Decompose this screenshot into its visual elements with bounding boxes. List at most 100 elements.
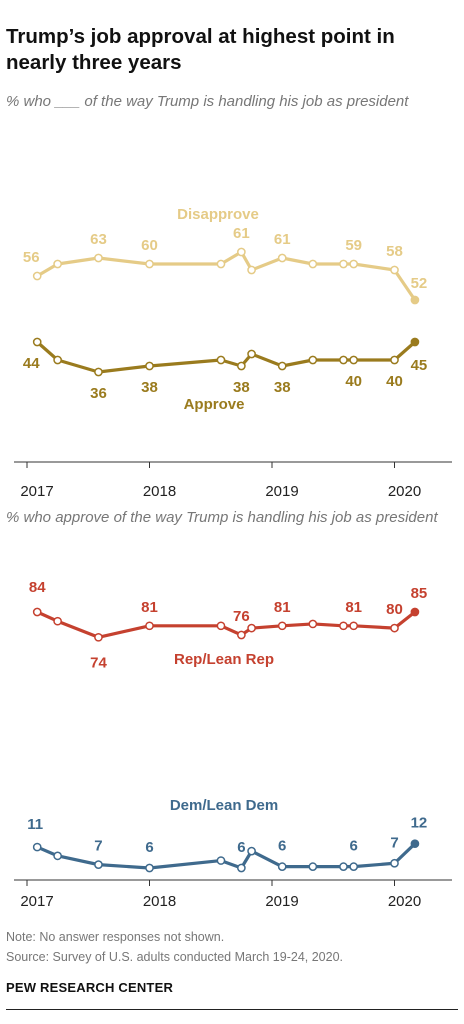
note-text: Note: No answer responses not shown. bbox=[6, 930, 225, 944]
chart-2-subtitle: % who approve of the way Trump is handli… bbox=[6, 509, 438, 526]
data-point-dem-lean-dem bbox=[216, 856, 226, 865]
data-point-disapprove bbox=[94, 253, 103, 263]
data-point-rep-lean-rep bbox=[410, 607, 420, 617]
series-label-rep-lean-rep: Rep/Lean Rep bbox=[174, 651, 274, 668]
data-point-dem-lean-dem bbox=[32, 842, 42, 852]
data-point-approve bbox=[308, 355, 318, 365]
x-tick-label-2020: 2020 bbox=[388, 893, 421, 910]
data-point-rep-lean-rep bbox=[339, 621, 348, 631]
data-label-approve: 40 bbox=[386, 373, 403, 390]
data-label-dem-lean-dem: 6 bbox=[237, 839, 245, 856]
x-tick-label-2018: 2018 bbox=[143, 893, 176, 910]
data-point-rep-lean-rep bbox=[308, 619, 318, 629]
data-point-dem-lean-dem bbox=[277, 862, 287, 872]
data-label-rep-lean-rep: 84 bbox=[29, 579, 46, 596]
data-point-dem-lean-dem bbox=[247, 846, 256, 856]
data-point-dem-lean-dem bbox=[349, 862, 359, 872]
data-label-disapprove: 52 bbox=[411, 275, 428, 292]
data-label-rep-lean-rep: 81 bbox=[274, 599, 291, 616]
data-point-rep-lean-rep bbox=[145, 621, 154, 631]
data-label-rep-lean-rep: 81 bbox=[141, 599, 158, 616]
data-label-rep-lean-rep: 81 bbox=[345, 599, 362, 616]
data-label-dem-lean-dem: 12 bbox=[411, 815, 428, 832]
chart-1: 2017 2018 2019 2020 56 63 60 61 61 59 58 52 Disappro… bbox=[14, 206, 452, 500]
data-point-rep-lean-rep bbox=[349, 621, 359, 631]
data-point-approve bbox=[339, 355, 348, 365]
data-label-dem-lean-dem: 6 bbox=[278, 838, 286, 855]
data-label-disapprove: 58 bbox=[386, 243, 403, 260]
data-point-approve bbox=[94, 367, 103, 377]
data-label-disapprove: 60 bbox=[141, 237, 158, 254]
data-point-approve bbox=[216, 355, 226, 365]
data-point-rep-lean-rep bbox=[94, 632, 103, 642]
series-line-approve bbox=[36, 340, 416, 374]
data-point-dem-lean-dem bbox=[390, 858, 399, 868]
data-point-dem-lean-dem bbox=[94, 860, 103, 869]
data-label-approve: 45 bbox=[411, 357, 428, 374]
x-tick-label-2019: 2019 bbox=[265, 893, 298, 910]
data-point-disapprove bbox=[32, 271, 42, 281]
data-point-approve bbox=[237, 361, 246, 371]
data-point-approve bbox=[277, 361, 287, 371]
data-label-approve: 38 bbox=[141, 379, 158, 396]
data-label-rep-lean-rep: 80 bbox=[386, 601, 403, 618]
series-label-approve: Approve bbox=[184, 396, 245, 413]
source-text: Source: Survey of U.S. adults conducted … bbox=[6, 950, 343, 964]
x-tick-label-2019: 2019 bbox=[265, 483, 298, 500]
series-line-disapprove bbox=[36, 250, 417, 301]
data-point-rep-lean-rep bbox=[247, 623, 256, 633]
data-label-dem-lean-dem: 6 bbox=[145, 839, 153, 856]
data-point-approve bbox=[53, 355, 62, 365]
data-point-rep-lean-rep bbox=[32, 607, 42, 617]
data-label-dem-lean-dem: 7 bbox=[390, 834, 398, 851]
data-label-rep-lean-rep: 76 bbox=[233, 608, 250, 625]
pew-research-center-logo: PEW RESEARCH CENTER bbox=[6, 980, 174, 995]
footer-divider bbox=[6, 1009, 458, 1010]
series-label-disapprove: Disapprove bbox=[177, 206, 259, 223]
data-point-disapprove bbox=[237, 247, 246, 257]
data-point-dem-lean-dem bbox=[145, 863, 154, 873]
data-point-disapprove bbox=[390, 265, 399, 275]
data-point-dem-lean-dem bbox=[237, 863, 246, 873]
data-point-approve bbox=[247, 349, 256, 359]
data-label-dem-lean-dem: 7 bbox=[94, 838, 102, 855]
data-label-disapprove: 63 bbox=[90, 231, 107, 248]
chart-1-subtitle: % who ___ of the way Trump is handling h… bbox=[6, 93, 409, 110]
data-point-disapprove bbox=[216, 259, 226, 269]
data-label-approve: 38 bbox=[274, 379, 291, 396]
data-point-disapprove bbox=[277, 253, 287, 263]
data-point-approve bbox=[349, 355, 359, 365]
data-point-approve bbox=[390, 355, 399, 365]
data-label-disapprove: 61 bbox=[274, 231, 291, 248]
data-point-rep-lean-rep bbox=[390, 623, 399, 633]
data-point-disapprove bbox=[247, 265, 256, 275]
data-label-rep-lean-rep: 74 bbox=[90, 654, 107, 671]
data-point-disapprove bbox=[308, 259, 318, 269]
data-label-disapprove: 56 bbox=[23, 249, 40, 266]
data-point-disapprove bbox=[145, 259, 154, 269]
data-label-approve: 40 bbox=[345, 373, 362, 390]
data-point-dem-lean-dem bbox=[53, 851, 62, 861]
data-label-dem-lean-dem: 6 bbox=[349, 838, 357, 855]
data-point-approve bbox=[410, 337, 420, 347]
data-label-dem-lean-dem: 11 bbox=[27, 816, 43, 833]
series-label-dem-lean-dem: Dem/Lean Dem bbox=[170, 797, 278, 814]
chart-title: Trump’s job approval at highest point in… bbox=[6, 25, 395, 74]
data-point-approve bbox=[32, 337, 42, 347]
data-point-rep-lean-rep bbox=[277, 621, 287, 631]
data-label-rep-lean-rep: 85 bbox=[411, 585, 428, 602]
data-point-disapprove bbox=[53, 259, 62, 269]
data-label-approve: 38 bbox=[233, 379, 250, 396]
data-point-approve bbox=[145, 361, 154, 371]
data-label-disapprove: 59 bbox=[345, 237, 362, 254]
data-point-rep-lean-rep bbox=[53, 616, 62, 626]
data-label-approve: 36 bbox=[90, 385, 107, 402]
data-label-disapprove: 61 bbox=[233, 225, 250, 242]
data-point-dem-lean-dem bbox=[308, 862, 318, 872]
x-tick-label-2017: 2017 bbox=[20, 893, 53, 910]
data-point-rep-lean-rep bbox=[216, 621, 226, 631]
data-point-dem-lean-dem bbox=[339, 862, 348, 872]
data-point-disapprove bbox=[410, 295, 420, 305]
